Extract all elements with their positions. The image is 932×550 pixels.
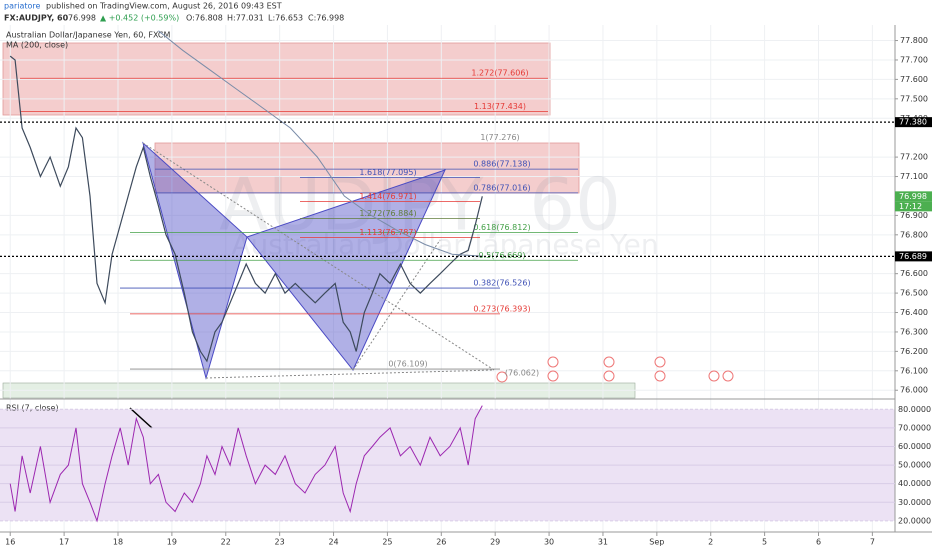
x-tick-label: 26 [436,538,446,547]
fib-label: 0.273(76.393) [473,304,530,313]
change: ▲ +0.452 (+0.59%) [100,14,179,23]
y-tick-label: 76.400 [900,308,928,317]
x-tick-label: Sep [649,538,664,547]
fib-label: 1.13(77.434) [474,102,526,111]
y-tick-label: 40.0000 [898,479,931,488]
y-tick-label: 20.0000 [898,516,931,525]
published: published on TradingView.com, August 26,… [46,2,282,11]
price-label: 76.998 [899,192,927,201]
author: pariatore [4,2,41,11]
fib-label: 0(76.109) [388,360,427,369]
x-tick-label: 2 [708,538,713,547]
x-tick-label: 24 [328,538,338,547]
x-tick-label: 17 [59,538,69,547]
event-icon [708,370,720,382]
fib-label: 1.272(76.884) [359,209,416,218]
fib-label: 0.618(76.812) [473,223,530,232]
y-tick-label: 30.0000 [898,498,931,507]
x-tick-label: 19 [167,538,177,547]
low: L:76.653 [268,14,303,23]
pane-title: RSI (7, close) [6,404,59,413]
price-label-box [895,117,932,128]
price-label: 76.689 [899,252,927,261]
y-tick-label: 76.000 [900,386,928,395]
x-tick-label: 22 [221,538,231,547]
event-icon [496,371,508,383]
y-tick-label: 77.200 [900,153,928,162]
event-icon [654,370,666,382]
y-tick-label: 77.500 [900,94,928,103]
x-tick-label: 16 [5,538,15,547]
countdown: 17:12 [899,202,922,211]
event-icon [654,356,666,368]
x-tick-label: 25 [382,538,392,547]
price-label: 77.380 [899,118,927,127]
x-tick-label: 30 [544,538,554,547]
projection-line [142,142,495,371]
price-label-box [895,251,932,262]
y-tick-label: 76.800 [900,230,928,239]
event-icon [547,356,559,368]
y-tick-label: 76.100 [900,366,928,375]
y-tick-label: 80.0000 [898,405,931,414]
watermark: Australian Dollar/Japanese Yen [231,228,658,261]
event-icons [496,356,734,383]
y-tick-label: 77.600 [900,75,928,84]
fib-label: 0.786(77.016) [473,183,530,192]
close: C:76.998 [308,14,344,23]
y-tick-label: 77.700 [900,55,928,64]
series-line [9,55,483,363]
y-tick-label: 60.0000 [898,442,931,451]
symbol: FX:AUDJPY, 60 [4,14,69,23]
fib-label: (76.062) [505,369,539,378]
y-tick-label: 76.600 [900,269,928,278]
price-label-box [895,191,932,202]
x-tick-label: 7 [870,538,875,547]
legend-entry: MA (200, close) [6,41,68,50]
x-tick-label: 18 [113,538,123,547]
event-icon [603,356,615,368]
y-tick-label: 76.300 [900,327,928,336]
fib-label: 1.618(77.095) [359,168,416,177]
y-tick-label: 77.100 [900,172,928,181]
y-tick-label: 76.900 [900,211,928,220]
countdown-box [895,201,932,212]
x-tick-label: 31 [598,538,608,547]
fib-label: 1.414(76.971) [359,192,416,201]
fib-label: 1.113(76.787) [359,228,416,237]
x-tick-label: 6 [816,538,821,547]
fib-label: 0.382(76.526) [473,279,530,288]
x-tick-label: 29 [490,538,500,547]
pattern-triangle [246,169,446,371]
y-tick-label: 77.800 [900,36,928,45]
last-price: 76.998 [68,14,96,23]
fib-label: 1(77.276) [480,133,519,142]
fib-label: 1.272(77.606) [471,69,528,78]
series-line [9,405,483,523]
y-tick-label: 76.200 [900,347,928,356]
event-icon [603,370,615,382]
y-tick-label: 50.0000 [898,461,931,470]
fib-label: 0.886(77.138) [473,160,530,169]
y-tick-label: 70.0000 [898,423,931,432]
high: H:77.031 [227,14,264,23]
projection-line [205,369,495,379]
open: O:76.808 [186,14,223,23]
y-tick-label: 76.500 [900,289,928,298]
x-tick-label: 5 [762,538,767,547]
event-icon [547,370,559,382]
x-tick-label: 23 [275,538,285,547]
series-line [158,30,483,257]
chart-title: Australian Dollar/Japanese Yen, 60, FXCM [6,31,171,40]
fib-label: 0.5(76.669) [479,251,526,260]
trend-line [129,407,153,429]
event-icon [722,370,734,382]
